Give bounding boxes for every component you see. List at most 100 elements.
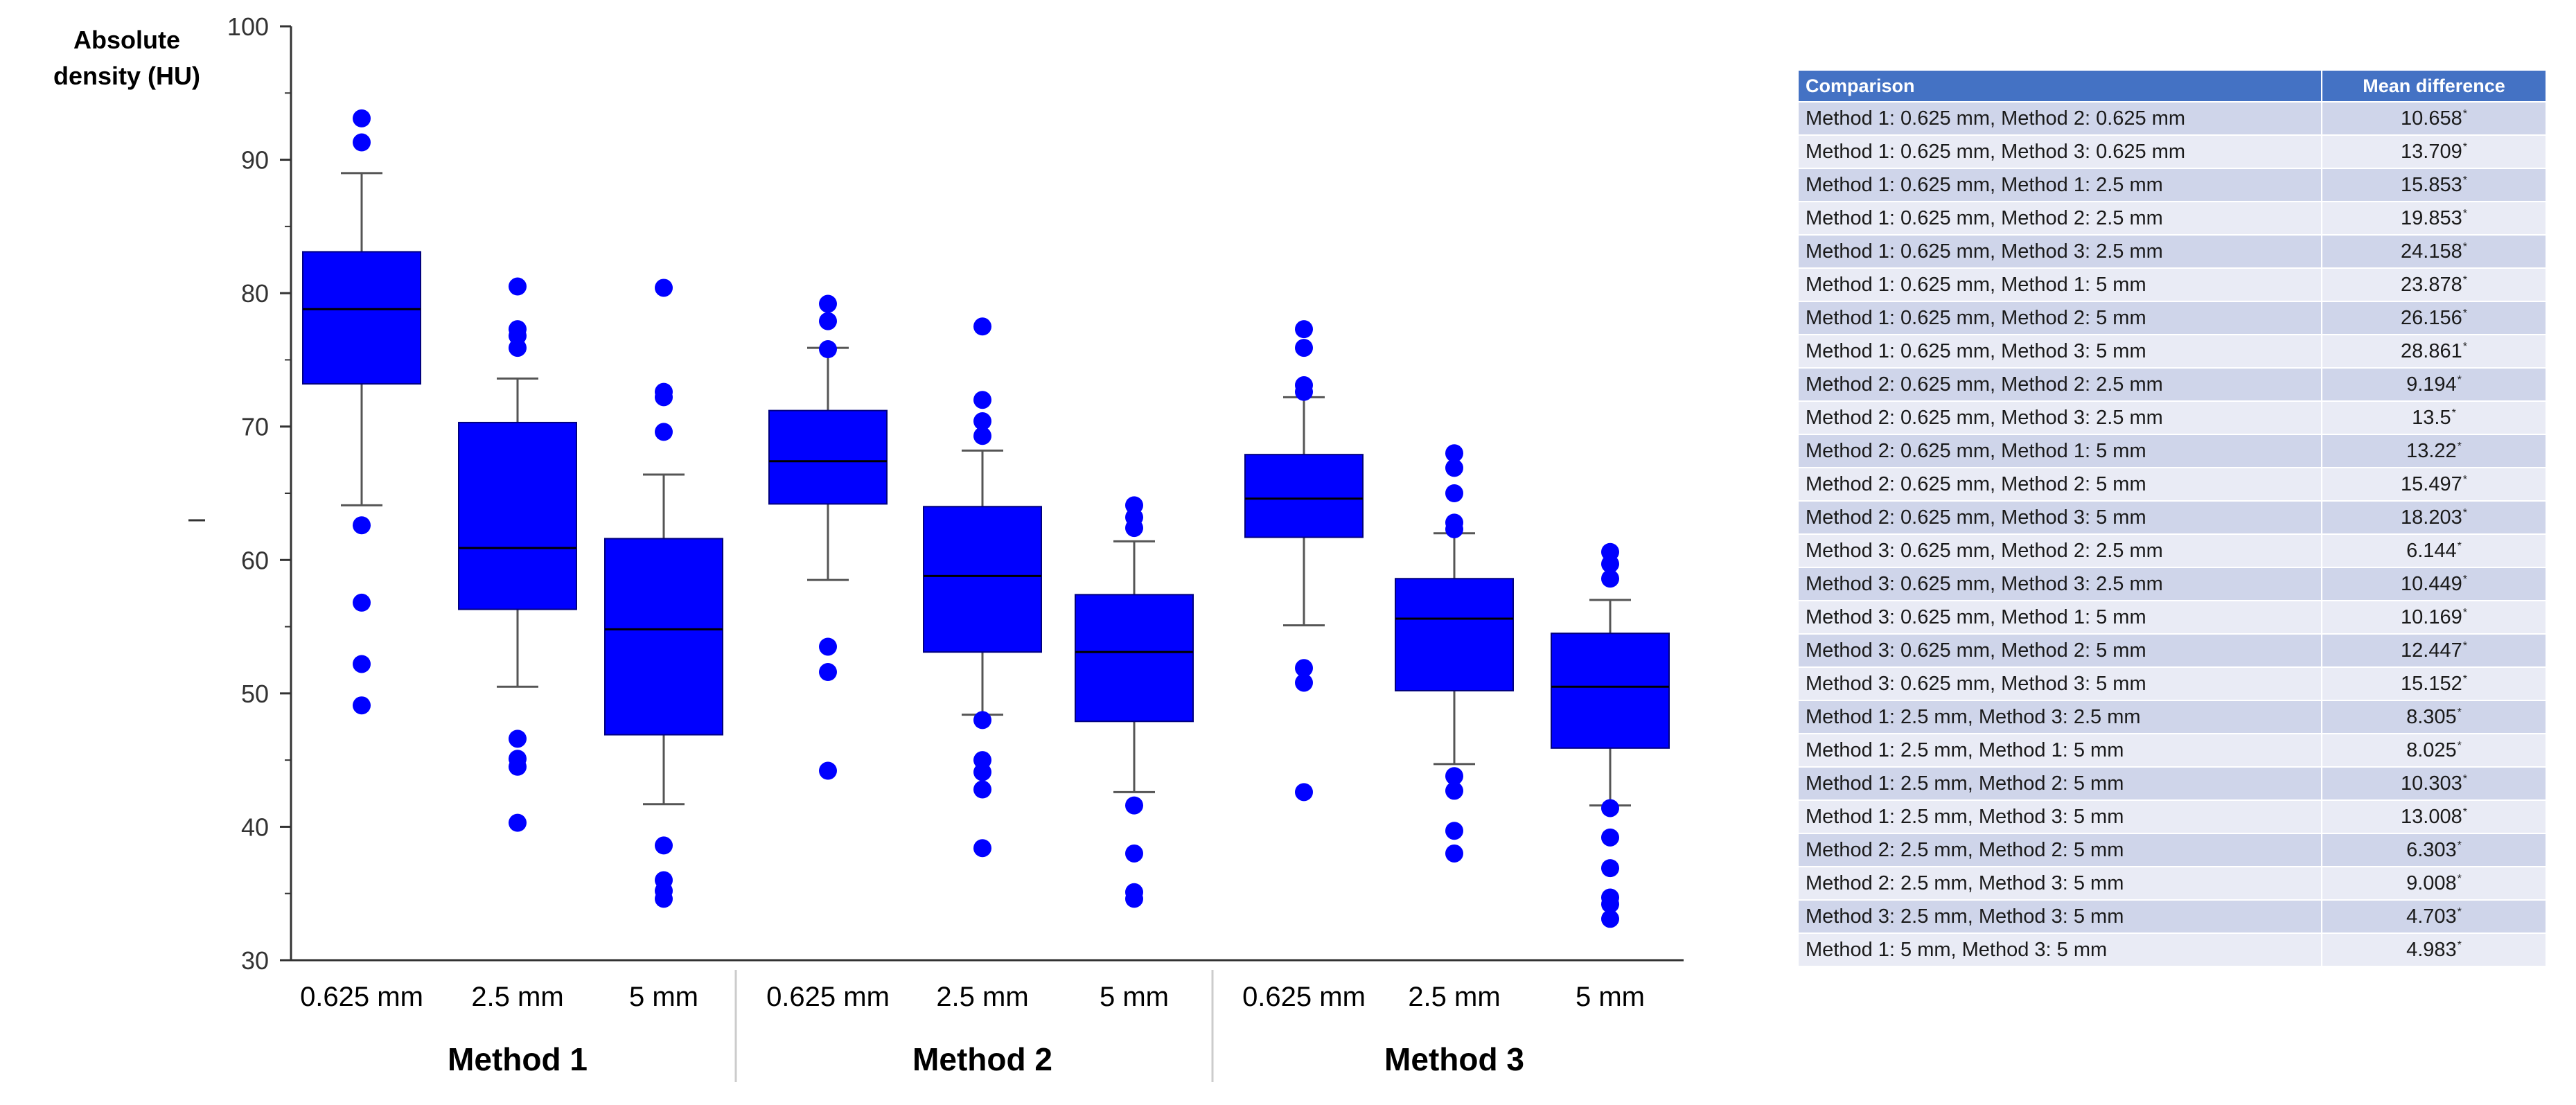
mean-difference-cell: 8.305* <box>2321 700 2547 734</box>
comparison-cell: Method 1: 0.625 mm, Method 2: 5 mm <box>1797 301 2322 335</box>
outlier-point <box>1445 822 1463 840</box>
significance-marker: * <box>2457 706 2462 718</box>
mean-difference-cell: 13.008* <box>2321 799 2547 834</box>
box-iqr <box>1244 454 1364 538</box>
box-iqr <box>458 421 577 610</box>
mean-difference-cell: 10.169* <box>2321 600 2547 635</box>
mean-difference-header: Mean difference <box>2321 69 2547 103</box>
mean-difference-value: 24.158 <box>2401 240 2462 263</box>
mean-difference-table: Comparison Mean difference Method 1: 0.6… <box>1797 69 2547 967</box>
x-tick-label: 0.625 mm <box>766 982 890 1012</box>
significance-marker: * <box>2462 806 2467 818</box>
outlier-point <box>973 839 991 858</box>
outlier-point <box>509 730 527 748</box>
outlier-point <box>1445 844 1463 863</box>
x-tick-label: 2.5 mm <box>471 982 563 1012</box>
significance-marker: * <box>2462 340 2467 353</box>
outlier-point <box>655 423 673 441</box>
outlier-point <box>1601 799 1619 817</box>
significance-marker: * <box>2462 639 2467 652</box>
outlier-point <box>973 763 991 781</box>
y-tick-label-90: 90 <box>241 146 269 175</box>
comparison-cell: Method 2: 0.625 mm, Method 1: 5 mm <box>1797 434 2322 468</box>
table-row: Method 2: 0.625 mm, Method 3: 2.5 mm 13.5… <box>1797 400 2547 435</box>
mean-difference-value: 10.303 <box>2401 772 2462 795</box>
significance-marker: * <box>2457 905 2462 918</box>
mean-difference-cell: 9.194* <box>2321 367 2547 402</box>
mean-difference-value: 13.22 <box>2406 439 2457 462</box>
mean-difference-cell: 15.152* <box>2321 666 2547 701</box>
outlier-point <box>1295 659 1313 678</box>
table-row: Method 3: 0.625 mm, Method 2: 5 mm 12.447… <box>1797 633 2547 668</box>
comparison-cell: Method 3: 0.625 mm, Method 2: 5 mm <box>1797 633 2322 668</box>
box-iqr <box>768 409 888 505</box>
mean-difference-cell: 15.497* <box>2321 467 2547 502</box>
mean-difference-cell: 23.878* <box>2321 267 2547 302</box>
mean-difference-cell: 19.853* <box>2321 201 2547 236</box>
outlier-point <box>1125 844 1143 863</box>
outlier-point <box>819 761 837 780</box>
mean-difference-value: 23.878 <box>2401 273 2462 296</box>
comparison-cell: Method 2: 0.625 mm, Method 2: 2.5 mm <box>1797 367 2322 402</box>
significance-marker: * <box>2462 240 2467 253</box>
significance-marker: * <box>2457 939 2462 951</box>
mean-difference-cell: 10.449* <box>2321 567 2547 601</box>
mean-difference-value: 8.305 <box>2406 705 2457 728</box>
outlier-point <box>819 663 837 682</box>
mean-difference-value: 10.169 <box>2401 605 2462 628</box>
outlier-point <box>1445 767 1463 786</box>
mean-difference-value: 13.709 <box>2401 140 2462 163</box>
mean-difference-value: 6.144 <box>2406 539 2457 562</box>
x-tick-label: 0.625 mm <box>1242 982 1366 1012</box>
outlier-point <box>1445 484 1463 502</box>
y-tick-label-80: 80 <box>241 279 269 308</box>
y-tick-label-60: 60 <box>241 546 269 574</box>
outlier-point <box>973 391 991 409</box>
mean-difference-cell: 24.158* <box>2321 234 2547 269</box>
group-label: Method 1 <box>448 1041 588 1077</box>
outlier-point <box>655 388 673 407</box>
outlier-point <box>353 516 371 535</box>
table-row: Method 3: 0.625 mm, Method 3: 2.5 mm 10.4… <box>1797 567 2547 601</box>
mean-difference-value: 10.658 <box>2401 107 2462 130</box>
significance-marker: * <box>2451 407 2456 419</box>
outlier-point <box>973 711 991 730</box>
comparison-cell: Method 1: 5 mm, Method 3: 5 mm <box>1797 932 2322 967</box>
box-iqr <box>1551 633 1670 749</box>
significance-marker: * <box>2457 373 2462 386</box>
outlier-point <box>353 109 371 127</box>
outlier-point <box>1125 519 1143 538</box>
mean-difference-value: 19.853 <box>2401 206 2462 229</box>
significance-marker: * <box>2462 506 2467 519</box>
table-row: Method 1: 0.625 mm, Method 3: 5 mm 28.861… <box>1797 334 2547 369</box>
mean-difference-value: 12.447 <box>2401 639 2462 662</box>
mean-difference-cell: 4.983* <box>2321 932 2547 967</box>
significance-marker: * <box>2462 673 2467 685</box>
significance-marker: * <box>2457 872 2462 885</box>
outlier-point <box>1445 459 1463 477</box>
mean-difference-cell: 6.144* <box>2321 533 2547 568</box>
comparison-cell: Method 1: 2.5 mm, Method 2: 5 mm <box>1797 766 2322 801</box>
y-axis-label-line-1: Absolute <box>73 26 180 54</box>
comparison-cell: Method 3: 2.5 mm, Method 3: 5 mm <box>1797 899 2322 934</box>
outlier-point <box>509 813 527 832</box>
table-row: Method 3: 2.5 mm, Method 3: 5 mm 4.703* <box>1797 899 2547 934</box>
outlier-point <box>1125 796 1143 815</box>
mean-difference-value: 9.194 <box>2406 373 2457 396</box>
table-row: Method 1: 2.5 mm, Method 3: 2.5 mm 8.305* <box>1797 700 2547 734</box>
outlier-point <box>1125 890 1143 908</box>
table-body: Method 1: 0.625 mm, Method 2: 0.625 mm 10… <box>1797 101 2547 967</box>
outlier-point <box>353 655 371 673</box>
outlier-point <box>353 696 371 715</box>
comparison-cell: Method 1: 2.5 mm, Method 1: 5 mm <box>1797 733 2322 768</box>
mean-difference-cell: 13.709* <box>2321 134 2547 169</box>
mean-difference-cell: 10.658* <box>2321 101 2547 136</box>
box-iqr <box>302 251 421 385</box>
outlier-point <box>973 427 991 445</box>
plot-area: 30 40 50 60 70 80 90 100 0.625 mm 2.5 mm 5 mm Metho… <box>227 12 1684 1082</box>
box-iqr <box>923 506 1042 653</box>
comparison-cell: Method 1: 0.625 mm, Method 1: 5 mm <box>1797 267 2322 302</box>
significance-marker: * <box>2462 207 2467 220</box>
comparison-cell: Method 3: 0.625 mm, Method 1: 5 mm <box>1797 600 2322 635</box>
